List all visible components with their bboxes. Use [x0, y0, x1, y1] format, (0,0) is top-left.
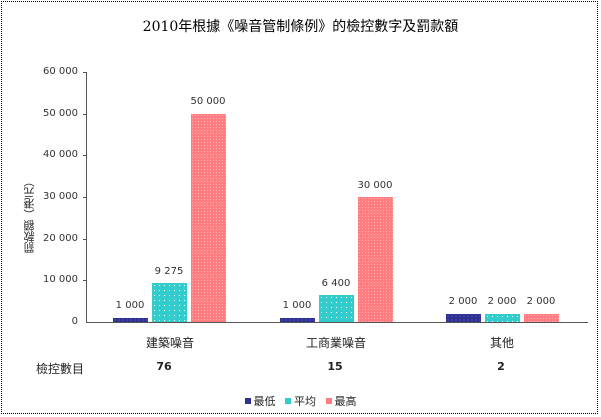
chart-title: 2010年根據《噪音管制條例》的檢控數字及罰款額: [142, 19, 459, 35]
value-label: 2 000: [448, 296, 478, 307]
legend-label: 平均: [294, 395, 316, 408]
value-label: 6 400: [321, 278, 351, 289]
count-row-label: 檢控數目: [36, 362, 85, 376]
y-tick: [83, 280, 87, 281]
legend-swatch-icon: [285, 398, 291, 404]
bar-construction-min: [113, 318, 148, 322]
bar-commercial-avg: [319, 295, 354, 322]
value-label: 1 000: [115, 300, 145, 311]
legend-item-avg: 平均: [285, 393, 316, 409]
bar-other-avg: [485, 314, 520, 322]
x-axis-line: [86, 322, 588, 323]
y-tick-label: 30 000: [43, 191, 78, 202]
bar-commercial-max: [358, 197, 393, 322]
y-tick: [83, 114, 87, 115]
y-tick: [83, 72, 87, 73]
value-label: 9 275: [154, 266, 184, 277]
y-tick: [83, 155, 87, 156]
legend-swatch-icon: [325, 398, 332, 404]
count-value: 76: [156, 360, 172, 373]
value-label: 30 000: [357, 180, 393, 191]
bar-construction-max: [191, 114, 226, 322]
legend-item-max: 最高: [325, 393, 357, 409]
bar-other-max: [524, 314, 559, 322]
value-label: 1 000: [282, 300, 312, 311]
y-tick-label: 60 000: [43, 66, 78, 77]
y-tick: [83, 239, 87, 240]
bar-other-min: [446, 314, 481, 322]
legend-swatch-icon: [244, 398, 251, 404]
category-label: 其他: [489, 336, 514, 350]
count-value: 2: [497, 360, 505, 373]
y-tick-label: 50 000: [43, 108, 78, 119]
value-label: 2 000: [487, 296, 517, 307]
legend: 最低 平均 最高: [0, 393, 601, 409]
y-tick-label: 10 000: [43, 274, 78, 285]
y-tick: [83, 197, 87, 198]
legend-label: 最低: [253, 395, 276, 408]
y-tick-label: 40 000: [43, 149, 78, 160]
value-label: 50 000: [190, 96, 226, 107]
bar-construction-avg: [152, 283, 187, 322]
count-value: 15: [327, 360, 343, 373]
y-tick-label: 20 000: [43, 233, 78, 244]
value-label: 2 000: [526, 296, 556, 307]
y-tick-label: 0: [71, 316, 78, 327]
category-label: 工商業噪音: [305, 336, 366, 350]
category-label: 建築噪音: [145, 336, 194, 350]
legend-item-min: 最低: [244, 393, 276, 409]
bar-commercial-min: [280, 318, 315, 322]
legend-label: 最高: [334, 395, 357, 408]
